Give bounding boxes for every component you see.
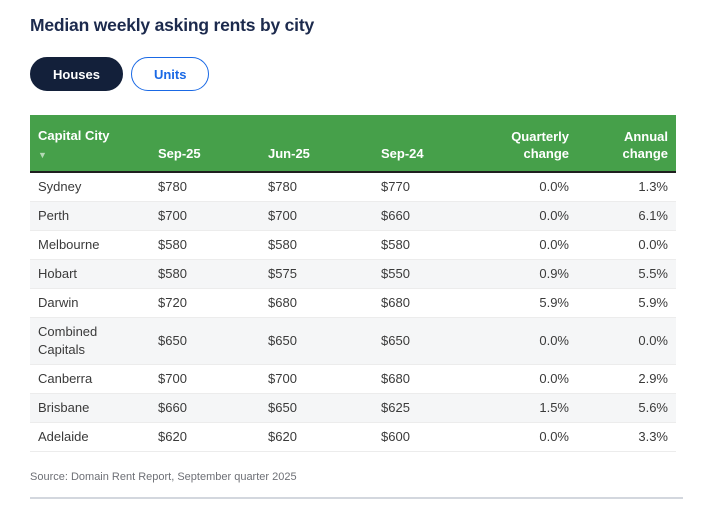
header-row: Capital City ▼ Sep-25 Jun-25 Sep-24 Quar… <box>30 115 676 173</box>
value-cell: 0.0% <box>472 317 577 365</box>
value-cell: $680 <box>373 288 472 318</box>
value-cell: 1.3% <box>577 172 676 202</box>
value-cell: 0.0% <box>472 201 577 231</box>
table-row: Sydney $780 $780 $770 0.0% 1.3% <box>30 172 676 202</box>
table-body: Sydney $780 $780 $770 0.0% 1.3% Perth $700 $700 $… <box>30 172 676 452</box>
city-cell: Brisbane <box>30 393 150 423</box>
value-cell: $780 <box>150 172 260 202</box>
column-header-label: Capital City <box>38 128 110 143</box>
value-cell: 5.9% <box>577 288 676 318</box>
city-cell: Combined Capitals <box>30 317 150 365</box>
source-note: Source: Domain Rent Report, September qu… <box>30 471 297 483</box>
value-cell: 6.1% <box>577 201 676 231</box>
table-row: Melbourne $580 $580 $580 0.0% 0.0% <box>30 230 676 260</box>
value-cell: $660 <box>150 393 260 423</box>
value-cell: $700 <box>260 364 373 394</box>
table-row: Perth $700 $700 $660 0.0% 6.1% <box>30 201 676 231</box>
value-cell: $620 <box>150 422 260 452</box>
table-row: Canberra $700 $700 $680 0.0% 2.9% <box>30 364 676 394</box>
value-cell: $700 <box>260 201 373 231</box>
table-row: Adelaide $620 $620 $600 0.0% 3.3% <box>30 422 676 452</box>
units-tab[interactable]: Units <box>130 57 210 91</box>
value-cell: $625 <box>373 393 472 423</box>
value-cell: $580 <box>260 230 373 260</box>
rents-table: Capital City ▼ Sep-25 Jun-25 Sep-24 Quar… <box>30 115 676 452</box>
value-cell: $650 <box>373 317 472 365</box>
value-cell: $550 <box>373 259 472 289</box>
table-row: Brisbane $660 $650 $625 1.5% 5.6% <box>30 393 676 423</box>
value-cell: $580 <box>373 230 472 260</box>
value-cell: 0.0% <box>472 230 577 260</box>
value-cell: $580 <box>150 230 260 260</box>
value-cell: $650 <box>260 317 373 365</box>
value-cell: $680 <box>260 288 373 318</box>
value-cell: $575 <box>260 259 373 289</box>
value-cell: $620 <box>260 422 373 452</box>
column-header-quarterly-change[interactable]: Quarterly change <box>472 115 577 173</box>
value-cell: $600 <box>373 422 472 452</box>
value-cell: $680 <box>373 364 472 394</box>
value-cell: 5.5% <box>577 259 676 289</box>
value-cell: $650 <box>150 317 260 365</box>
value-cell: 0.0% <box>472 172 577 202</box>
value-cell: 3.3% <box>577 422 676 452</box>
property-type-toggle: Houses Units <box>30 57 683 91</box>
rent-widget: Median weekly asking rents by city House… <box>30 15 683 499</box>
value-cell: $700 <box>150 201 260 231</box>
value-cell: 2.9% <box>577 364 676 394</box>
value-cell: $720 <box>150 288 260 318</box>
table-row: Hobart $580 $575 $550 0.9% 5.5% <box>30 259 676 289</box>
value-cell: 0.9% <box>472 259 577 289</box>
value-cell: 0.0% <box>577 317 676 365</box>
value-cell: $780 <box>260 172 373 202</box>
sort-descending-icon: ▼ <box>38 150 47 160</box>
column-header-sep-24[interactable]: Sep-24 <box>373 115 472 173</box>
page-title: Median weekly asking rents by city <box>30 15 315 35</box>
value-cell: 0.0% <box>577 230 676 260</box>
value-cell: $700 <box>150 364 260 394</box>
value-cell: $580 <box>150 259 260 289</box>
table-header: Capital City ▼ Sep-25 Jun-25 Sep-24 Quar… <box>30 115 676 173</box>
value-cell: $650 <box>260 393 373 423</box>
bottom-divider <box>30 497 683 499</box>
value-cell: 1.5% <box>472 393 577 423</box>
value-cell: $770 <box>373 172 472 202</box>
table-row: Combined Capitals $650 $650 $650 0.0% 0.0% <box>30 317 676 365</box>
column-header-capital-city[interactable]: Capital City ▼ <box>30 115 150 173</box>
value-cell: 0.0% <box>472 364 577 394</box>
column-header-jun-25[interactable]: Jun-25 <box>260 115 373 173</box>
city-cell: Darwin <box>30 288 150 318</box>
city-cell: Adelaide <box>30 422 150 452</box>
city-cell: Canberra <box>30 364 150 394</box>
value-cell: 5.6% <box>577 393 676 423</box>
city-cell: Melbourne <box>30 230 150 260</box>
houses-tab[interactable]: Houses <box>30 57 123 91</box>
value-cell: 0.0% <box>472 422 577 452</box>
city-cell: Sydney <box>30 172 150 202</box>
value-cell: $660 <box>373 201 472 231</box>
city-cell: Perth <box>30 201 150 231</box>
column-header-annual-change[interactable]: Annual change <box>577 115 676 173</box>
value-cell: 5.9% <box>472 288 577 318</box>
table-row: Darwin $720 $680 $680 5.9% 5.9% <box>30 288 676 318</box>
city-cell: Hobart <box>30 259 150 289</box>
column-header-sep-25[interactable]: Sep-25 <box>150 115 260 173</box>
